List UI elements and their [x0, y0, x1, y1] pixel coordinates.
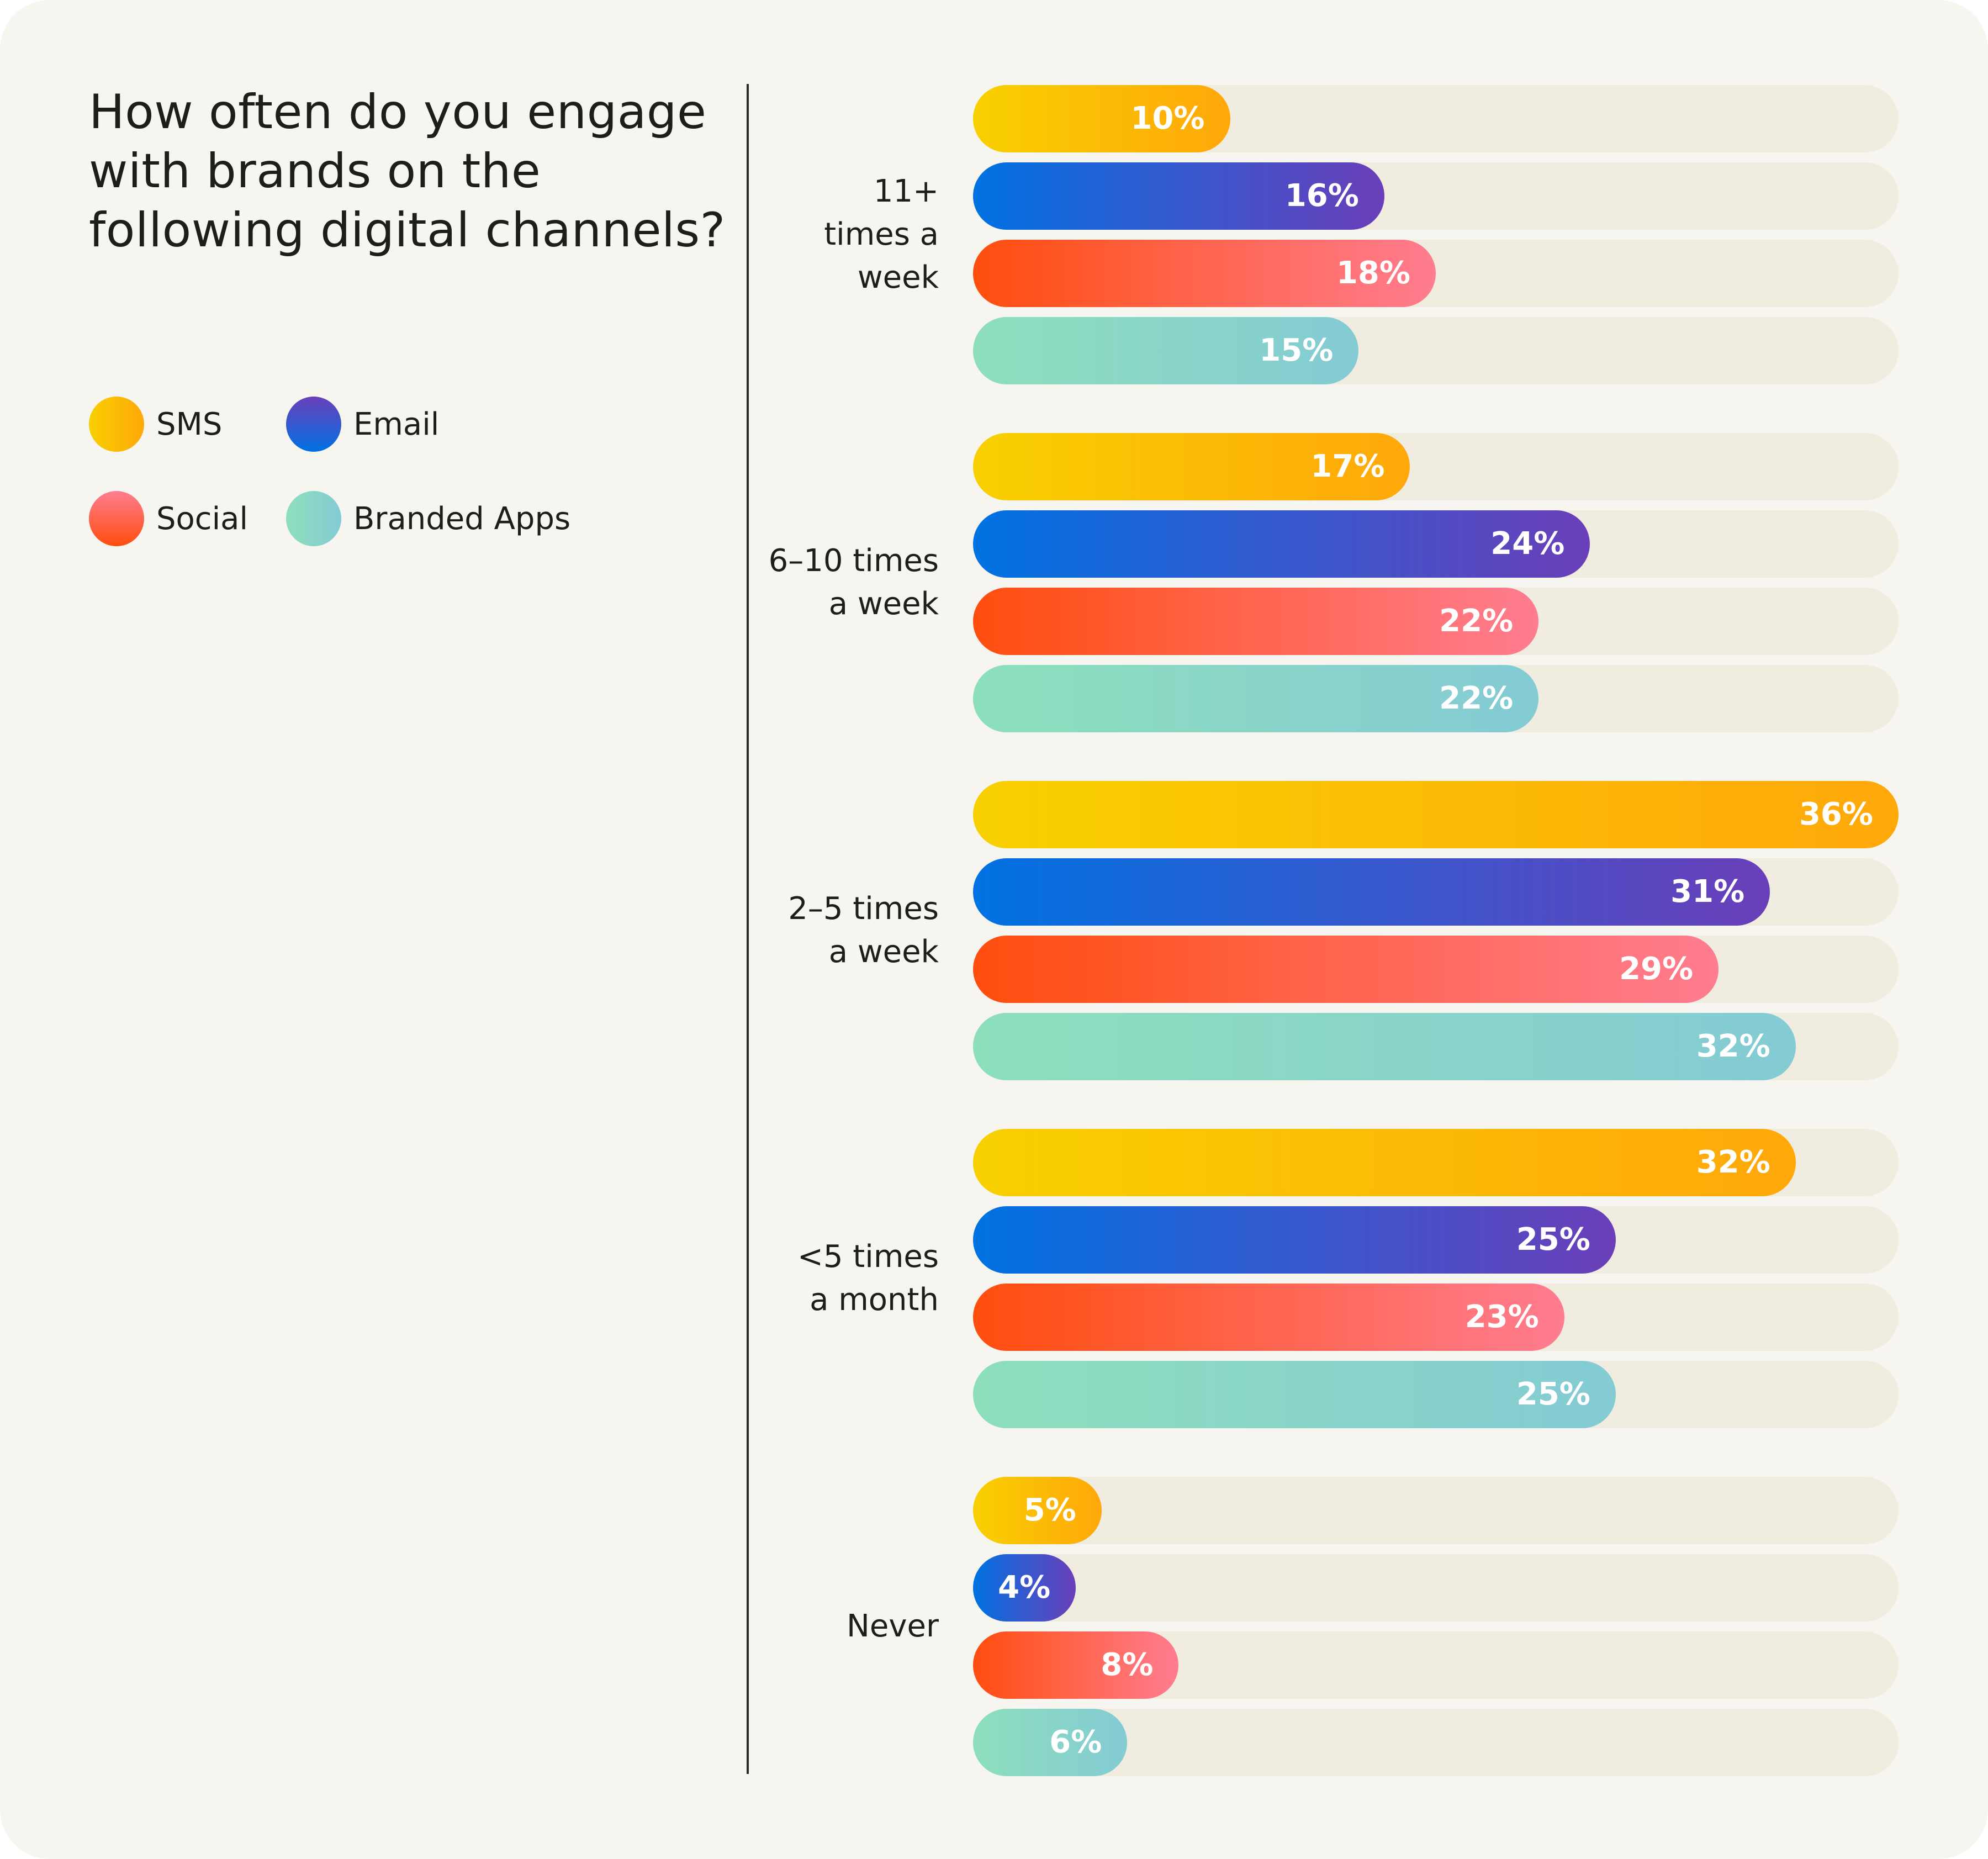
bar-social-6-10-times-a-week: 22%	[973, 588, 1539, 655]
bar-social-never: 8%	[973, 1631, 1179, 1699]
bar-social-5-times-a-month: 23%	[973, 1284, 1564, 1351]
legend-label-branded-apps: Branded Apps	[353, 500, 571, 537]
bar-track: 4%	[973, 1554, 1899, 1622]
bar-sms-6-10-times-a-week: 17%	[973, 433, 1410, 500]
bar-track: 18%	[973, 240, 1899, 307]
bar-email-2-5-times-a-week: 31%	[973, 858, 1770, 926]
legend-item-email: Email	[286, 397, 439, 452]
bar-value-label: 22%	[1439, 603, 1514, 639]
legend-label-social: Social	[156, 500, 248, 537]
bar-track: 24%	[973, 510, 1899, 578]
bar-value-label: 29%	[1619, 951, 1694, 987]
bar-sms-5-times-a-month: 32%	[973, 1129, 1796, 1196]
category-label-line: 6–10 times	[768, 543, 939, 579]
bar-track: 31%	[973, 858, 1899, 926]
bar-track: 6%	[973, 1709, 1899, 1776]
bar-email-5-times-a-month: 25%	[973, 1206, 1616, 1274]
legend-swatch-sms	[89, 397, 144, 452]
legend-swatch-branded-apps	[286, 491, 341, 546]
bar-value-label: 24%	[1490, 526, 1565, 562]
bar-track: 16%	[973, 162, 1899, 230]
bar-apps-never: 6%	[973, 1709, 1128, 1776]
legend-swatch-social	[89, 491, 144, 546]
bar-value-label: 23%	[1464, 1299, 1539, 1335]
bar-track: 25%	[973, 1361, 1899, 1428]
bar-track: 29%	[973, 936, 1899, 1003]
bar-track: 15%	[973, 317, 1899, 384]
bar-value-label: 36%	[1799, 796, 1873, 832]
bar-value-label: 4%	[998, 1570, 1051, 1606]
category-label-2-5-times-a-week: 2–5 times a week	[707, 888, 939, 974]
vertical-divider	[747, 84, 749, 1774]
chart-title: How often do you engage with brands on t…	[89, 84, 726, 258]
legend-item-sms: SMS	[89, 397, 222, 452]
bar-track: 32%	[973, 1013, 1899, 1080]
bar-apps-11-times-a-week: 15%	[973, 317, 1359, 384]
bar-track: 17%	[973, 433, 1899, 500]
bar-track: 22%	[973, 588, 1899, 655]
category-label-line: 2–5 times	[788, 891, 939, 927]
bar-value-label: 22%	[1439, 680, 1514, 716]
category-label-never: Never	[707, 1605, 939, 1648]
bar-value-label: 18%	[1336, 255, 1410, 291]
bar-track: 36%	[973, 781, 1899, 848]
legend-label-sms: SMS	[156, 406, 223, 442]
bar-email-11-times-a-week: 16%	[973, 162, 1384, 230]
category-label-line: times a	[824, 216, 939, 252]
bar-track: 8%	[973, 1631, 1899, 1699]
category-label-11-times-a-week: 11+ times a week	[707, 170, 939, 299]
category-label-line: a week	[828, 934, 939, 970]
bar-track: 5%	[973, 1477, 1899, 1544]
legend-swatch-email	[286, 397, 341, 452]
category-label-line: Never	[847, 1608, 939, 1644]
legend-label-email: Email	[353, 406, 440, 442]
bar-track: 10%	[973, 85, 1899, 152]
category-label-5-times-a-month: <5 times a month	[707, 1235, 939, 1322]
category-label-line: a week	[828, 586, 939, 622]
bar-value-label: 8%	[1101, 1647, 1154, 1683]
bar-track: 25%	[973, 1206, 1899, 1274]
bar-email-6-10-times-a-week: 24%	[973, 510, 1590, 578]
bar-value-label: 25%	[1516, 1376, 1590, 1412]
category-label-line: a month	[810, 1282, 939, 1318]
legend-item-social: Social	[89, 491, 248, 546]
bar-apps-2-5-times-a-week: 32%	[973, 1013, 1796, 1080]
bar-apps-5-times-a-month: 25%	[973, 1361, 1616, 1428]
bar-value-label: 31%	[1670, 874, 1745, 910]
category-label-line: week	[857, 260, 939, 295]
bar-sms-never: 5%	[973, 1477, 1102, 1544]
bar-social-2-5-times-a-week: 29%	[973, 936, 1719, 1003]
bar-track: 32%	[973, 1129, 1899, 1196]
bar-value-label: 25%	[1516, 1222, 1590, 1258]
bar-value-label: 32%	[1696, 1028, 1770, 1064]
category-label-6-10-times-a-week: 6–10 times a week	[707, 540, 939, 626]
bar-apps-6-10-times-a-week: 22%	[973, 665, 1539, 732]
bar-email-never: 4%	[973, 1554, 1076, 1622]
bar-value-label: 10%	[1130, 101, 1205, 136]
bar-track: 22%	[973, 665, 1899, 732]
bar-sms-2-5-times-a-week: 36%	[973, 781, 1899, 848]
bar-sms-11-times-a-week: 10%	[973, 85, 1230, 152]
category-label-line: 11+	[873, 173, 939, 209]
bar-track: 23%	[973, 1284, 1899, 1351]
bar-value-label: 17%	[1310, 448, 1385, 484]
bar-value-label: 16%	[1284, 178, 1359, 214]
bar-value-label: 5%	[1023, 1492, 1076, 1528]
legend-item-branded-apps: Branded Apps	[286, 491, 570, 546]
category-label-line: <5 times	[797, 1239, 939, 1275]
bar-value-label: 15%	[1259, 332, 1334, 368]
bar-value-label: 6%	[1049, 1724, 1102, 1760]
bar-social-11-times-a-week: 18%	[973, 240, 1436, 307]
bar-value-label: 32%	[1696, 1144, 1770, 1180]
